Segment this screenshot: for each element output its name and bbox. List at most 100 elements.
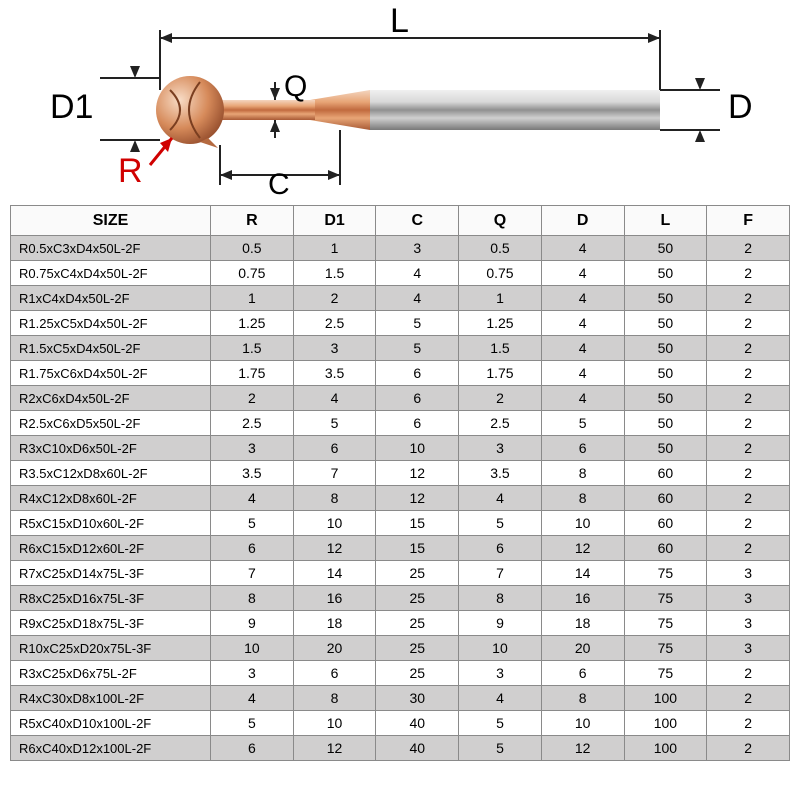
table-cell: 2 (707, 461, 790, 486)
table-cell: 14 (541, 561, 624, 586)
table-cell: R1xC4xD4x50L-2F (11, 286, 211, 311)
table-row: R5xC15xD10x60L-2F51015510602 (11, 511, 790, 536)
table-cell: 25 (376, 636, 459, 661)
table-cell: 2.5 (293, 311, 376, 336)
table-cell: 6 (293, 436, 376, 461)
table-cell: 5 (376, 311, 459, 336)
table-row: R2.5xC6xD5x50L-2F2.5562.55502 (11, 411, 790, 436)
table-cell: 4 (541, 361, 624, 386)
table-header-row: SIZE R D1 C Q D L F (11, 206, 790, 236)
table-cell: 2 (707, 411, 790, 436)
table-cell: 1.75 (211, 361, 294, 386)
col-L: L (624, 206, 707, 236)
table-cell: 9 (211, 611, 294, 636)
table-cell: 40 (376, 736, 459, 761)
table-cell: 12 (541, 736, 624, 761)
table-cell: 6 (293, 661, 376, 686)
table-cell: R3.5xC12xD8x60L-2F (11, 461, 211, 486)
table-cell: 5 (541, 411, 624, 436)
table-cell: 15 (376, 536, 459, 561)
col-R: R (211, 206, 294, 236)
table-cell: 12 (376, 486, 459, 511)
table-cell: 12 (376, 461, 459, 486)
table-cell: 75 (624, 661, 707, 686)
table-row: R10xC25xD20x75L-3F1020251020753 (11, 636, 790, 661)
table-cell: 50 (624, 286, 707, 311)
table-cell: 5 (459, 711, 542, 736)
table-cell: 50 (624, 336, 707, 361)
table-cell: 6 (376, 411, 459, 436)
table-cell: 16 (541, 586, 624, 611)
table-cell: 4 (376, 261, 459, 286)
table-row: R4xC30xD8x100L-2F4830481002 (11, 686, 790, 711)
table-row: R1.5xC5xD4x50L-2F1.5351.54502 (11, 336, 790, 361)
table-cell: 3 (376, 236, 459, 261)
table-cell: 8 (541, 461, 624, 486)
table-cell: 8 (293, 686, 376, 711)
table-cell: 7 (459, 561, 542, 586)
table-cell: R3xC10xD6x50L-2F (11, 436, 211, 461)
table-cell: 1.25 (459, 311, 542, 336)
table-cell: 2 (707, 661, 790, 686)
table-cell: 3 (707, 561, 790, 586)
table-cell: 3.5 (211, 461, 294, 486)
table-cell: 4 (211, 686, 294, 711)
table-cell: 5 (459, 736, 542, 761)
table-cell: 60 (624, 536, 707, 561)
table-cell: 4 (211, 486, 294, 511)
table-cell: 50 (624, 236, 707, 261)
table-cell: R2xC6xD4x50L-2F (11, 386, 211, 411)
table-row: R8xC25xD16x75L-3F81625816753 (11, 586, 790, 611)
table-cell: 2 (707, 686, 790, 711)
table-row: R5xC40xD10x100L-2F510405101002 (11, 711, 790, 736)
table-cell: 7 (211, 561, 294, 586)
table-row: R6xC40xD12x100L-2F612405121002 (11, 736, 790, 761)
table-cell: 60 (624, 486, 707, 511)
table-cell: 60 (624, 461, 707, 486)
table-cell: 10 (293, 511, 376, 536)
col-F: F (707, 206, 790, 236)
size-table-wrap: SIZE R D1 C Q D L F R0.5xC3xD4x50L-2F0.5… (10, 205, 790, 761)
table-cell: 1.5 (211, 336, 294, 361)
table-cell: 1.75 (459, 361, 542, 386)
table-cell: 1 (459, 286, 542, 311)
table-cell: 2 (707, 361, 790, 386)
table-cell: 2.5 (459, 411, 542, 436)
table-cell: 2 (707, 436, 790, 461)
table-cell: 6 (459, 536, 542, 561)
table-cell: 50 (624, 311, 707, 336)
table-cell: 6 (376, 386, 459, 411)
table-row: R1.25xC5xD4x50L-2F1.252.551.254502 (11, 311, 790, 336)
table-cell: 10 (293, 711, 376, 736)
table-row: R3xC10xD6x50L-2F361036502 (11, 436, 790, 461)
table-cell: 10 (541, 511, 624, 536)
table-cell: 2 (707, 261, 790, 286)
table-cell: 12 (293, 736, 376, 761)
table-cell: 1.5 (293, 261, 376, 286)
table-body: R0.5xC3xD4x50L-2F0.5130.54502R0.75xC4xD4… (11, 236, 790, 761)
table-cell: 1 (211, 286, 294, 311)
table-row: R1.75xC6xD4x50L-2F1.753.561.754502 (11, 361, 790, 386)
table-cell: 4 (376, 286, 459, 311)
table-cell: 10 (459, 636, 542, 661)
table-cell: R1.75xC6xD4x50L-2F (11, 361, 211, 386)
table-cell: 2 (707, 386, 790, 411)
table-cell: 3 (707, 611, 790, 636)
table-cell: 50 (624, 386, 707, 411)
table-row: R0.5xC3xD4x50L-2F0.5130.54502 (11, 236, 790, 261)
table-cell: 25 (376, 586, 459, 611)
table-cell: 50 (624, 361, 707, 386)
table-cell: 100 (624, 686, 707, 711)
table-cell: 18 (293, 611, 376, 636)
table-cell: R5xC15xD10x60L-2F (11, 511, 211, 536)
table-cell: 75 (624, 611, 707, 636)
table-row: R9xC25xD18x75L-3F91825918753 (11, 611, 790, 636)
table-cell: 15 (376, 511, 459, 536)
table-cell: 0.5 (211, 236, 294, 261)
table-cell: 6 (211, 736, 294, 761)
table-cell: 3 (707, 586, 790, 611)
table-cell: 1 (293, 236, 376, 261)
table-cell: R8xC25xD16x75L-3F (11, 586, 211, 611)
table-cell: R7xC25xD14x75L-3F (11, 561, 211, 586)
table-cell: 2 (707, 336, 790, 361)
